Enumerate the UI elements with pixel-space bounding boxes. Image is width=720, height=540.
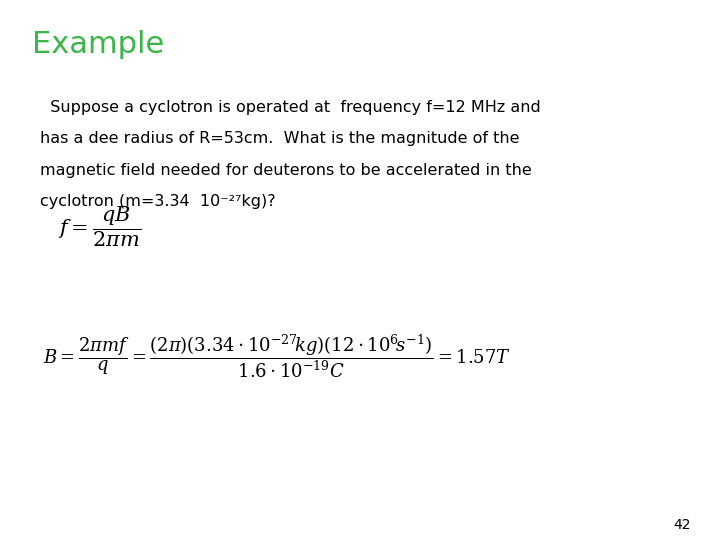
Text: has a dee radius of R=53cm.  What is the magnitude of the: has a dee radius of R=53cm. What is the … xyxy=(40,131,519,146)
Text: 42: 42 xyxy=(674,518,691,532)
Text: $f = \dfrac{qB}{2\pi m}$: $f = \dfrac{qB}{2\pi m}$ xyxy=(58,205,141,249)
Text: $B = \dfrac{2\pi m f}{q} = \dfrac{(2\pi)(3.34 \cdot 10^{-27}\!kg)(12 \cdot 10^{6: $B = \dfrac{2\pi m f}{q} = \dfrac{(2\pi)… xyxy=(43,333,510,380)
Text: Suppose a cyclotron is operated at  frequency f=12 MHz and: Suppose a cyclotron is operated at frequ… xyxy=(40,100,540,115)
Text: Example: Example xyxy=(32,30,165,59)
Text: magnetic field needed for deuterons to be accelerated in the: magnetic field needed for deuterons to b… xyxy=(40,163,531,178)
Text: cyclotron (m=3.34  10⁻²⁷kg)?: cyclotron (m=3.34 10⁻²⁷kg)? xyxy=(40,194,275,209)
